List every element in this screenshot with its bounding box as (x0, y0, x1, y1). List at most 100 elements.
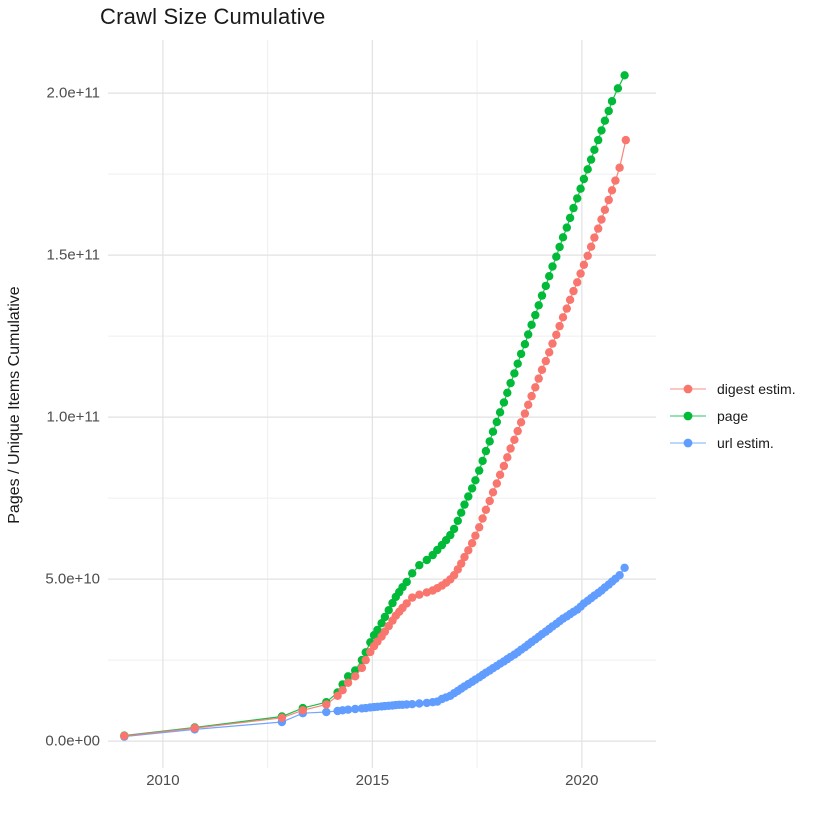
data-point (481, 505, 491, 514)
data-point (531, 310, 540, 320)
legend-item-page: page (668, 407, 796, 425)
data-point (565, 295, 575, 304)
data-point (597, 215, 606, 224)
data-point (579, 174, 589, 184)
data-point (537, 365, 547, 374)
data-point (562, 304, 571, 313)
data-point (343, 672, 353, 681)
data-point (298, 706, 307, 715)
legend-key-url-icon (670, 438, 706, 448)
data-point (545, 348, 554, 357)
data-point (499, 398, 509, 407)
data-point (562, 223, 571, 232)
data-point (464, 492, 473, 501)
data-point (481, 446, 491, 456)
data-point (607, 97, 617, 106)
data-point (475, 523, 484, 532)
data-point (343, 705, 353, 714)
legend-key-page-icon (670, 411, 706, 421)
data-point (621, 135, 630, 145)
data-point (583, 251, 592, 260)
data-point (590, 145, 599, 154)
data-point (449, 524, 459, 534)
data-point (422, 555, 431, 565)
data-point (620, 71, 629, 80)
data-point (457, 508, 466, 517)
data-point (594, 224, 603, 233)
x-tick-label: 2020 (565, 772, 598, 789)
data-point (590, 233, 599, 242)
data-point (478, 456, 487, 466)
data-point (488, 427, 498, 436)
legend-key-digest-icon (670, 384, 706, 394)
data-point (388, 598, 397, 608)
data-point (408, 569, 417, 578)
y-tick-label: 1.0e+11 (46, 409, 100, 426)
data-point (558, 233, 568, 242)
data-point (597, 126, 606, 135)
data-point (351, 672, 360, 681)
data-point (552, 330, 561, 339)
data-point (613, 84, 623, 93)
data-point (604, 195, 613, 205)
data-point (402, 577, 411, 587)
data-point (377, 619, 386, 628)
data-point (558, 313, 568, 322)
data-point (322, 700, 331, 709)
data-point (555, 321, 564, 331)
data-point (503, 388, 512, 397)
data-point (524, 400, 533, 409)
data-point (583, 165, 592, 174)
series-digest-estim (120, 135, 630, 741)
data-point (548, 262, 557, 271)
data-point (357, 663, 367, 673)
data-point (513, 426, 522, 436)
data-point (415, 561, 424, 570)
data-point (415, 590, 424, 599)
data-point (545, 272, 554, 281)
legend-label-page: page (717, 408, 749, 424)
data-point (277, 713, 287, 722)
data-point (506, 378, 515, 388)
data-point (576, 184, 585, 193)
data-point (615, 163, 624, 172)
data-point (534, 374, 543, 383)
data-point (569, 203, 578, 213)
data-point (552, 252, 561, 261)
data-point (467, 484, 477, 493)
legend: digest estim. page url estim. (668, 380, 796, 452)
data-point (478, 514, 487, 523)
data-point (573, 194, 582, 203)
data-point (600, 205, 610, 214)
data-point (611, 176, 620, 185)
data-point (485, 496, 494, 506)
data-point (576, 269, 585, 278)
data-point (607, 186, 617, 195)
legend-item-url-estim: url estim. (668, 434, 796, 452)
data-point (569, 286, 578, 296)
data-point (495, 470, 505, 479)
data-point (541, 281, 550, 291)
legend-label-digest-estim: digest estim. (717, 381, 796, 397)
data-point (333, 691, 342, 700)
data-point (351, 666, 360, 675)
data-point (565, 213, 575, 223)
data-point (380, 612, 390, 622)
data-point (510, 369, 519, 378)
data-point (351, 704, 360, 714)
data-point (460, 500, 469, 509)
data-point (492, 479, 501, 488)
data-point (534, 301, 543, 310)
data-point (446, 530, 455, 540)
data-point (343, 678, 353, 687)
data-point (506, 444, 515, 453)
data-point (516, 418, 526, 427)
data-point (531, 383, 540, 392)
data-point (485, 437, 494, 446)
data-point (516, 349, 526, 359)
data-point (499, 461, 509, 471)
data-point (190, 723, 199, 733)
data-point (573, 278, 582, 287)
data-point (548, 339, 557, 348)
